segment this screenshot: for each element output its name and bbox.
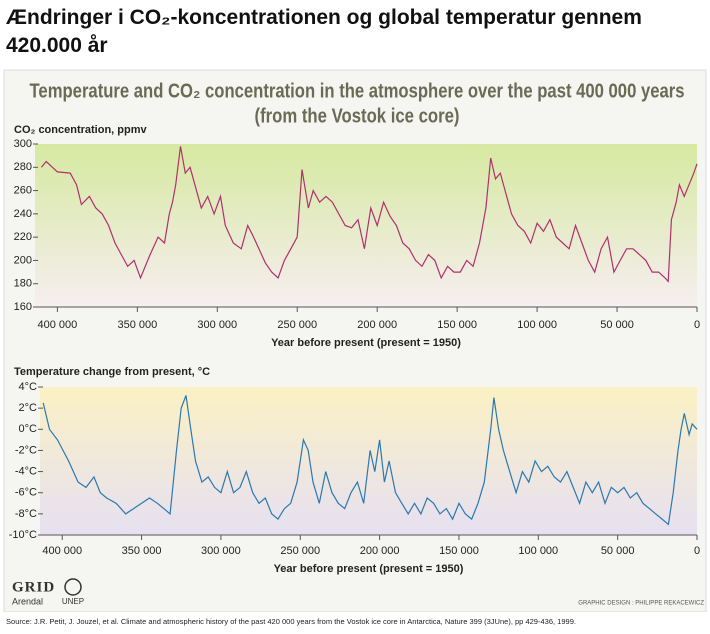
x-axis-label: Year before present (present = 1950): [274, 563, 464, 575]
unep-emblem: [64, 578, 82, 596]
logo-grid: GRID: [12, 579, 55, 595]
x-tick-label: 200 000: [357, 319, 397, 331]
y-tick-label: -4°C: [15, 465, 37, 477]
y-tick-label: 4°C: [19, 381, 38, 393]
y-tick-label: 0°C: [19, 423, 38, 435]
plot-background: [35, 144, 697, 307]
y-tick-label: -2°C: [15, 444, 37, 456]
x-tick-label: 350 000: [122, 545, 162, 557]
y-tick-label: 220: [14, 231, 32, 243]
design-credit: GRAPHIC DESIGN : PHILIPPE REKACEWICZ: [578, 601, 704, 607]
x-tick-label: 250 000: [280, 545, 320, 557]
y-tick-label: 260: [14, 184, 32, 196]
logo-arendal: Arendal: [12, 596, 43, 606]
x-tick-label: 0: [694, 319, 700, 331]
chart-title: Temperature and CO₂ concentration in the…: [30, 80, 685, 102]
data-line: [42, 395, 698, 526]
y-tick-label: -8°C: [15, 508, 37, 520]
x-tick-label: 300 000: [201, 545, 241, 557]
y-tick-label: 240: [14, 208, 32, 220]
x-tick-label: 150 000: [437, 319, 477, 331]
y-tick-label: 300: [14, 138, 32, 150]
x-tick-label: 300 000: [197, 319, 237, 331]
x-tick-label: 100 000: [518, 545, 558, 557]
source-text: Source: J.R. Petit, J. Jouzel, et al. Cl…: [6, 617, 576, 626]
y-axis-label: CO₂ concentration, ppmv: [14, 124, 148, 136]
y-tick-label: -6°C: [15, 487, 37, 499]
y-tick-label: 200: [14, 254, 32, 266]
x-tick-label: 250 000: [277, 319, 317, 331]
x-tick-label: 200 000: [360, 545, 400, 557]
y-axis-label: Temperature change from present, °C: [14, 366, 210, 378]
x-tick-label: 400 000: [42, 545, 82, 557]
y-tick-label: 280: [14, 161, 32, 173]
logo-unep: UNEP: [62, 597, 84, 606]
x-tick-label: 100 000: [517, 319, 557, 331]
logos: GRID Arendal UNEP: [12, 578, 84, 606]
x-tick-label: 400 000: [38, 319, 78, 331]
chart-subtitle: (from the Vostok ice core): [255, 105, 460, 127]
x-tick-label: 150 000: [439, 545, 479, 557]
y-tick-label: -10°C: [9, 529, 37, 541]
y-tick-label: 2°C: [19, 402, 38, 414]
x-tick-label: 50 000: [601, 545, 635, 557]
x-tick-label: 350 000: [117, 319, 157, 331]
y-tick-label: 160: [14, 301, 32, 313]
y-tick-label: 180: [14, 278, 32, 290]
page-heading: Ændringer i CO₂-koncentrationen og globa…: [6, 6, 642, 57]
x-axis-label: Year before present (present = 1950): [271, 337, 461, 349]
data-line: [40, 146, 698, 283]
x-tick-label: 0: [694, 545, 700, 557]
x-tick-label: 50 000: [600, 319, 634, 331]
source-background: [0, 612, 710, 634]
